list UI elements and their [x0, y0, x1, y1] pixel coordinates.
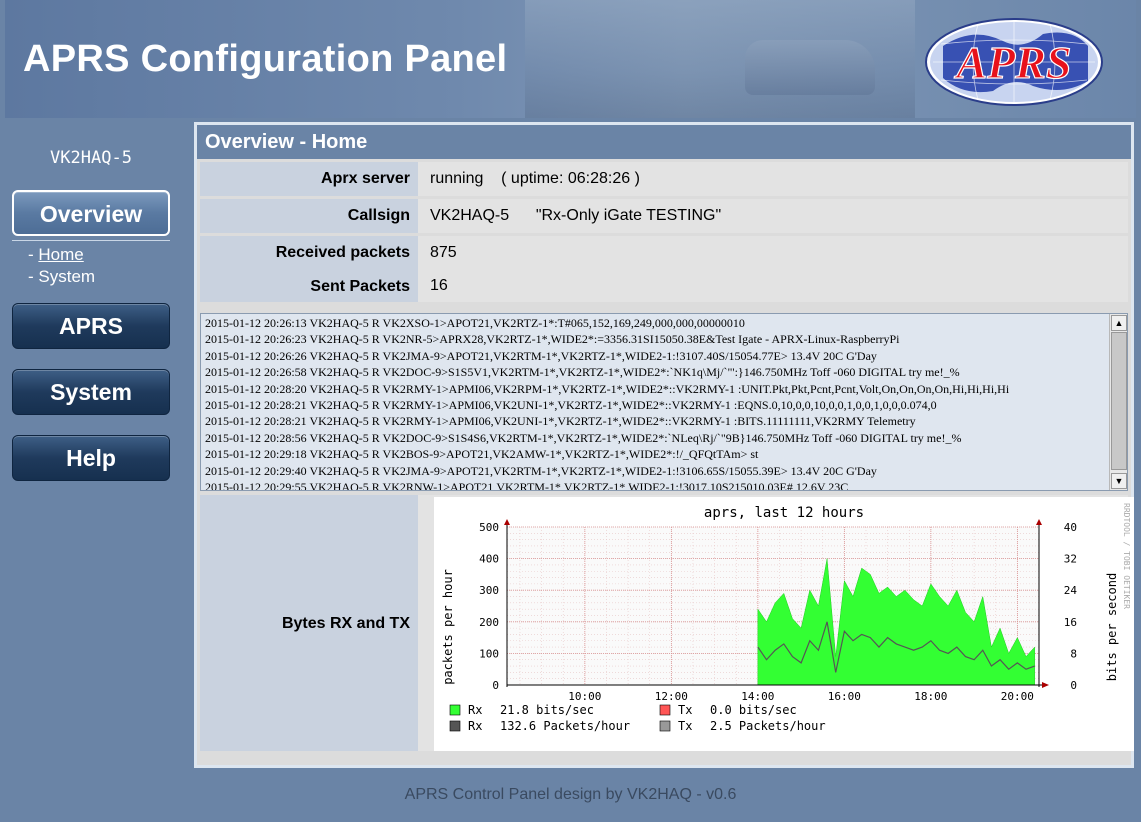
x-tick-label: 18:00 — [914, 690, 947, 703]
logo-text: APRS — [953, 37, 1071, 88]
y-tick-label: 300 — [479, 584, 499, 597]
footer-credit: APRS Control Panel design by VK2HAQ - v0… — [404, 786, 737, 803]
nav-help-button[interactable]: Help — [12, 435, 170, 481]
sent-label: Sent Packets — [310, 278, 410, 295]
y2-tick-label: 8 — [1070, 647, 1077, 660]
y2-axis-arrow-icon — [1036, 519, 1042, 525]
received-value: 875 — [430, 244, 457, 261]
chart-legend: Rx 21.8 bits/sec Tx 0.0 bits/sec Rx 132.6 Pac… — [449, 703, 826, 733]
log-line: 2015-01-12 20:26:26 VK2HAQ-5 R VK2JMA-9>… — [205, 348, 877, 363]
callsign-label: Callsign — [200, 199, 418, 233]
legend-name: Rx — [468, 703, 482, 717]
y-axis-arrow-icon — [504, 519, 510, 525]
scroll-down-icon[interactable]: ▼ — [1111, 473, 1127, 489]
legend-name: Tx — [678, 703, 692, 717]
log-line: 2015-01-12 20:28:21 VK2HAQ-5 R VK2RMY-1>… — [205, 414, 916, 429]
packets-labels: Received packets Sent Packets — [200, 236, 418, 302]
rrd-graph: aprs, last 12 hours packets per hour bit… — [434, 497, 1134, 751]
chart-title: aprs, last 12 hours — [704, 505, 864, 521]
sent-value: 16 — [430, 277, 448, 294]
log-line: 2015-01-12 20:28:56 VK2HAQ-5 R VK2DOC-9>… — [205, 430, 962, 445]
y2-tick-label: 40 — [1064, 521, 1077, 534]
legend-value: 21.8 bits/sec — [500, 703, 594, 717]
y2-tick-label: 16 — [1064, 616, 1077, 629]
aprx-status: running — [430, 170, 484, 187]
log-line: 2015-01-12 20:29:40 VK2HAQ-5 R VK2JMA-9>… — [205, 463, 877, 478]
log-line: 2015-01-12 20:28:21 VK2HAQ-5 R VK2RMY-1>… — [205, 397, 937, 412]
log-line: 2015-01-12 20:28:20 VK2HAQ-5 R VK2RMY-1>… — [205, 381, 1010, 396]
legend-swatch — [659, 704, 671, 716]
main-panel: Overview - Home Aprx server running ( up… — [194, 122, 1134, 768]
legend-swatch — [449, 720, 461, 732]
chart-marks — [757, 558, 1035, 686]
nav-divider — [12, 240, 170, 241]
subnav-item-home: - Home — [28, 245, 84, 265]
scroll-up-icon[interactable]: ▲ — [1111, 315, 1127, 331]
subnav-prefix: - — [28, 267, 39, 286]
aprx-server-value: running ( uptime: 06:28:26 ) — [430, 170, 640, 188]
y-tick-label: 500 — [479, 521, 499, 534]
x-axis-arrow-icon — [1042, 682, 1049, 688]
header-car-image — [745, 40, 875, 95]
x-tick-label: 20:00 — [1001, 690, 1034, 703]
rx-packets-line — [757, 621, 1035, 673]
subnav-prefix: - — [28, 245, 39, 264]
callsign-text: VK2HAQ-5 — [430, 207, 510, 224]
y2-tick-label: 24 — [1064, 584, 1078, 597]
aprs-logo: APRS — [925, 18, 1103, 106]
nav-aprs-button[interactable]: APRS — [12, 303, 170, 349]
page-header: APRS Configuration Panel APRS — [5, 0, 1136, 118]
aprx-server-row: Aprx server running ( uptime: 06:28:26 ) — [200, 162, 1128, 196]
sidebar-callsign: VK2HAQ-5 — [50, 148, 132, 168]
x-tick-label: 12:00 — [655, 690, 688, 703]
chart-axes: 0 0 100 8 200 16 300 24 400 32 500 40 10:00 12:00 14:0… — [479, 519, 1077, 703]
log-line: 2015-01-12 20:26:13 VK2HAQ-5 R VK2XSO-1>… — [205, 316, 745, 330]
legend-value: 2.5 Packets/hour — [710, 719, 826, 733]
received-label: Received packets — [275, 244, 410, 261]
chart-y2label: bits per second — [1105, 573, 1119, 681]
aprx-uptime: ( uptime: 06:28:26 ) — [501, 170, 640, 187]
subnav-home-link[interactable]: Home — [38, 245, 84, 264]
section-title: Overview - Home — [197, 125, 1131, 159]
packet-log[interactable]: 2015-01-12 20:26:13 VK2HAQ-5 R VK2XSO-1>… — [200, 313, 1128, 491]
callsign-comment: "Rx-Only iGate TESTING" — [535, 207, 722, 224]
legend-swatch — [449, 704, 461, 716]
y2-tick-label: 32 — [1064, 553, 1077, 566]
chart-ylabel: packets per hour — [441, 569, 455, 685]
log-scrollbar[interactable]: ▲ ▼ — [1109, 314, 1127, 490]
graph-label: Bytes RX and TX — [200, 495, 418, 751]
rrd-watermark: RRDTOOL / TOBI OETIKER — [1122, 503, 1131, 609]
y-tick-label: 100 — [479, 647, 499, 660]
nav-system-button[interactable]: System — [12, 369, 170, 415]
x-tick-label: 14:00 — [741, 690, 774, 703]
y-tick-label: 0 — [492, 679, 499, 692]
packets-row: Received packets Sent Packets 875 16 — [200, 236, 1128, 302]
x-tick-label: 10:00 — [568, 690, 601, 703]
callsign-row: Callsign VK2HAQ-5 "Rx-Only iGate TESTING… — [200, 199, 1128, 233]
aprx-server-label: Aprx server — [200, 162, 418, 196]
legend-name: Rx — [468, 719, 482, 733]
log-line: 2015-01-12 20:29:18 VK2HAQ-5 R VK2BOS-9>… — [205, 447, 759, 462]
page-title: APRS Configuration Panel — [23, 38, 508, 80]
traffic-chart: aprs, last 12 hours packets per hour bit… — [441, 503, 1131, 733]
graph-row: Bytes RX and TX aprs, last 12 hours pack… — [200, 495, 1134, 751]
subnav-item-system: - System — [28, 267, 95, 287]
packet-log-lines: 2015-01-12 20:26:13 VK2HAQ-5 R VK2XSO-1>… — [205, 315, 1127, 491]
y-tick-label: 200 — [479, 616, 499, 629]
legend-name: Tx — [678, 719, 692, 733]
legend-swatch — [659, 720, 671, 732]
subnav-system-label[interactable]: System — [38, 267, 96, 286]
log-line: 2015-01-12 20:29:55 VK2HAQ-5 R VK2RNW-1>… — [205, 479, 849, 491]
y-tick-label: 400 — [479, 553, 499, 566]
legend-value: 132.6 Packets/hour — [500, 719, 630, 733]
scroll-thumb[interactable] — [1111, 332, 1127, 470]
log-line: 2015-01-12 20:26:58 VK2HAQ-5 R VK2DOC-9>… — [205, 365, 960, 380]
rx-bits-area — [757, 558, 1035, 686]
x-tick-label: 16:00 — [828, 690, 861, 703]
nav-overview-button[interactable]: Overview — [12, 190, 170, 236]
callsign-value: VK2HAQ-5 "Rx-Only iGate TESTING" — [430, 207, 721, 225]
y2-tick-label: 0 — [1070, 679, 1077, 692]
legend-value: 0.0 bits/sec — [710, 703, 797, 717]
log-line: 2015-01-12 20:26:23 VK2HAQ-5 R VK2NR-5>A… — [205, 332, 900, 347]
